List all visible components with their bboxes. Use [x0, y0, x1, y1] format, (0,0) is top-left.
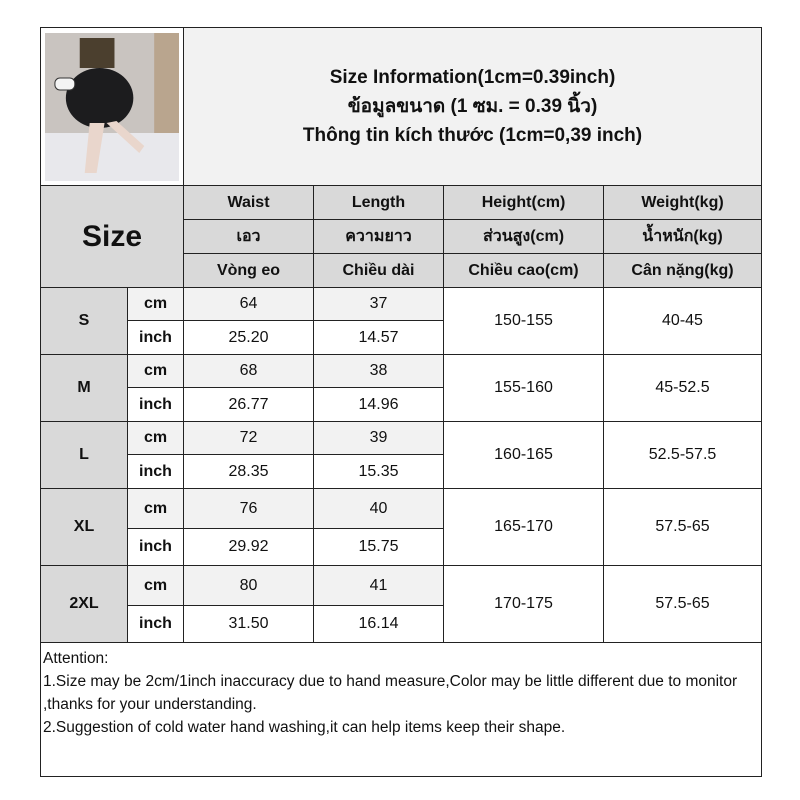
size-label: 2XL — [40, 565, 128, 643]
col-header-waist-th: เอว — [183, 219, 314, 254]
height-range: 150-155 — [443, 287, 604, 355]
size-row-cm: S cm 64 37 150-155 40-45 — [40, 287, 762, 355]
col-header-length-th: ความยาว — [313, 219, 444, 254]
unit-inch: inch — [127, 528, 184, 566]
col-header-weight-th: น้ำหนัก(kg) — [603, 219, 762, 254]
unit-inch: inch — [127, 320, 184, 355]
unit-cm: cm — [127, 287, 184, 321]
size-row-cm: 2XL cm 80 41 170-175 57.5-65 — [40, 565, 762, 643]
length-cm: 41 — [313, 565, 444, 606]
size-label: L — [40, 421, 128, 489]
length-inch: 14.96 — [313, 387, 444, 422]
waist-cm: 76 — [183, 488, 314, 529]
size-label: S — [40, 287, 128, 355]
weight-range: 45-52.5 — [603, 354, 762, 422]
unit-inch: inch — [127, 454, 184, 489]
unit-cm: cm — [127, 354, 184, 388]
waist-cm: 64 — [183, 287, 314, 321]
unit-cm: cm — [127, 421, 184, 455]
col-header-length-vi: Chiều dài — [313, 253, 444, 288]
height-range: 165-170 — [443, 488, 604, 566]
size-header: Size — [40, 185, 184, 288]
size-row-inch: inch 28.35 15.35 — [41, 454, 762, 489]
size-row-inch: inch 25.20 14.57 — [41, 320, 762, 355]
length-inch: 16.14 — [313, 605, 444, 643]
length-cm: 39 — [313, 421, 444, 455]
unit-cm: cm — [127, 488, 184, 529]
length-cm: 38 — [313, 354, 444, 388]
weight-range: 57.5-65 — [603, 488, 762, 566]
weight-range: 52.5-57.5 — [603, 421, 762, 489]
length-cm: 37 — [313, 287, 444, 321]
title-thai: ข้อมูลขนาด (1 ซม. = 0.39 นิ้ว) — [347, 96, 598, 117]
unit-inch: inch — [127, 605, 184, 643]
size-info-title: Size Information(1cm=0.39inch) ข้อมูลขนา… — [183, 27, 762, 186]
weight-range: 57.5-65 — [603, 565, 762, 643]
note-2: 2.Suggestion of cold water hand washing,… — [43, 719, 566, 736]
waist-inch: 26.77 — [183, 387, 314, 422]
unit-inch: inch — [127, 387, 184, 422]
col-header-weight-vi: Cân nặng(kg) — [603, 253, 762, 288]
waist-cm: 80 — [183, 565, 314, 606]
size-row-inch: inch 31.50 16.14 — [41, 605, 762, 643]
notes-heading: Attention: — [43, 650, 109, 667]
size-row-cm: L cm 72 39 160-165 52.5-57.5 — [40, 421, 762, 489]
waist-cm: 72 — [183, 421, 314, 455]
title-english: Size Information(1cm=0.39inch) — [329, 67, 616, 88]
weight-range: 40-45 — [603, 287, 762, 355]
length-inch: 14.57 — [313, 320, 444, 355]
height-range: 155-160 — [443, 354, 604, 422]
col-header-height-vi: Chiều cao(cm) — [443, 253, 604, 288]
height-range: 160-165 — [443, 421, 604, 489]
waist-cm: 68 — [183, 354, 314, 388]
col-header-waist: Waist — [183, 185, 314, 220]
size-row-inch: inch 26.77 14.96 — [41, 387, 762, 422]
col-header-height-th: ส่วนสูง(cm) — [443, 219, 604, 254]
size-row-cm: XL cm 76 40 165-170 57.5-65 — [40, 488, 762, 566]
height-range: 170-175 — [443, 565, 604, 643]
product-photo — [40, 27, 184, 186]
size-row-cm: M cm 68 38 155-160 45-52.5 — [40, 354, 762, 422]
col-header-waist-vi: Vòng eo — [183, 253, 314, 288]
waist-inch: 25.20 — [183, 320, 314, 355]
length-inch: 15.75 — [313, 528, 444, 566]
col-header-weight: Weight(kg) — [603, 185, 762, 220]
col-header-length: Length — [313, 185, 444, 220]
waist-inch: 28.35 — [183, 454, 314, 489]
length-inch: 15.35 — [313, 454, 444, 489]
title-vietnamese: Thông tin kích thước (1cm=0,39 inch) — [302, 125, 643, 146]
size-row-inch: inch 29.92 15.75 — [41, 528, 762, 566]
attention-notes: Attention: 1.Size may be 2cm/1inch inacc… — [40, 642, 762, 777]
unit-cm: cm — [127, 565, 184, 606]
length-cm: 40 — [313, 488, 444, 529]
note-1: 1.Size may be 2cm/1inch inaccuracy due t… — [43, 673, 738, 713]
col-header-height: Height(cm) — [443, 185, 604, 220]
size-label: XL — [40, 488, 128, 566]
size-chart-table: Size Information(1cm=0.39inch) ข้อมูลขนา… — [40, 27, 762, 777]
waist-inch: 29.92 — [183, 528, 314, 566]
waist-inch: 31.50 — [183, 605, 314, 643]
size-label: M — [40, 354, 128, 422]
